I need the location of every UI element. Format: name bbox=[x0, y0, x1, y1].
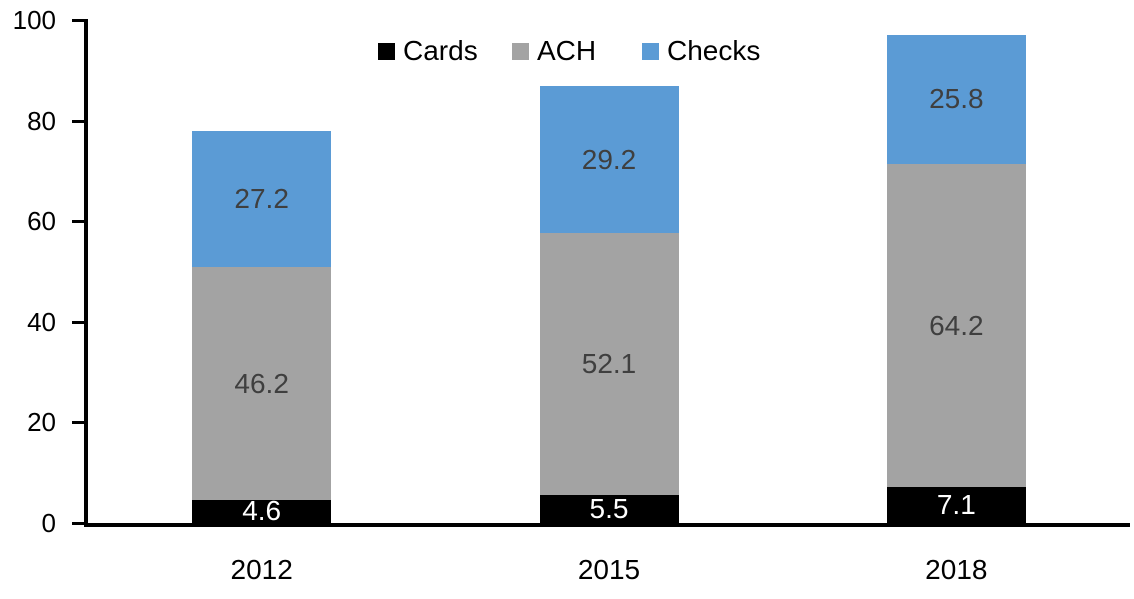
bar-segment-ach bbox=[539, 233, 679, 496]
y-axis-tick-label: 20 bbox=[27, 407, 56, 438]
bar-segment-checks bbox=[539, 86, 679, 234]
y-axis-tick bbox=[72, 421, 84, 425]
bar-segment-cards bbox=[886, 487, 1026, 523]
y-axis-tick bbox=[72, 119, 84, 123]
y-axis-tick-label: 80 bbox=[27, 105, 56, 136]
legend-swatch-icon bbox=[378, 42, 395, 60]
legend-label: Checks bbox=[667, 35, 761, 66]
bar-value-label: 29.2 bbox=[581, 143, 637, 175]
y-axis-tick-label: 40 bbox=[27, 306, 56, 337]
legend-swatch-icon bbox=[642, 42, 659, 60]
y-axis-tick bbox=[72, 522, 84, 525]
y-axis-line bbox=[84, 19, 88, 527]
bar-value-label: 46.2 bbox=[234, 367, 289, 399]
legend-label: ACH bbox=[537, 35, 597, 66]
legend-swatch-icon bbox=[512, 42, 529, 60]
bar-value-label: 64.2 bbox=[929, 309, 984, 341]
y-axis-tick-label: 100 bbox=[12, 5, 56, 35]
y-axis-tick-label: 0 bbox=[41, 508, 56, 538]
category-label: 2012 bbox=[230, 554, 293, 585]
y-axis-tick bbox=[72, 19, 84, 22]
bar-segment-ach bbox=[886, 164, 1026, 488]
bar-segment-cards bbox=[192, 499, 332, 523]
bar-value-label: 52.1 bbox=[581, 348, 637, 380]
y-axis-tick-label: 60 bbox=[27, 206, 56, 237]
bar-value-label: 25.8 bbox=[929, 83, 984, 115]
bar-value-label: 7.1 bbox=[936, 489, 976, 521]
legend-label: Cards bbox=[403, 35, 478, 66]
x-axis-line bbox=[84, 523, 1130, 527]
legend-item-ach: ACH bbox=[512, 35, 597, 66]
bar-segment-checks bbox=[192, 130, 332, 268]
bar-value-label: 27.2 bbox=[234, 183, 289, 215]
bar-value-label: 4.6 bbox=[242, 495, 282, 527]
bar-segment-checks bbox=[886, 34, 1026, 165]
bar-segment-ach bbox=[192, 267, 332, 500]
category-label: 2018 bbox=[925, 554, 988, 585]
category-label: 2015 bbox=[577, 554, 641, 585]
legend-item-checks: Checks bbox=[642, 35, 761, 66]
y-axis-tick bbox=[72, 220, 84, 224]
bar-segment-cards bbox=[539, 495, 679, 523]
bar-value-label: 5.5 bbox=[589, 493, 629, 525]
y-axis-tick bbox=[72, 320, 84, 324]
legend-item-cards: Cards bbox=[378, 35, 478, 66]
